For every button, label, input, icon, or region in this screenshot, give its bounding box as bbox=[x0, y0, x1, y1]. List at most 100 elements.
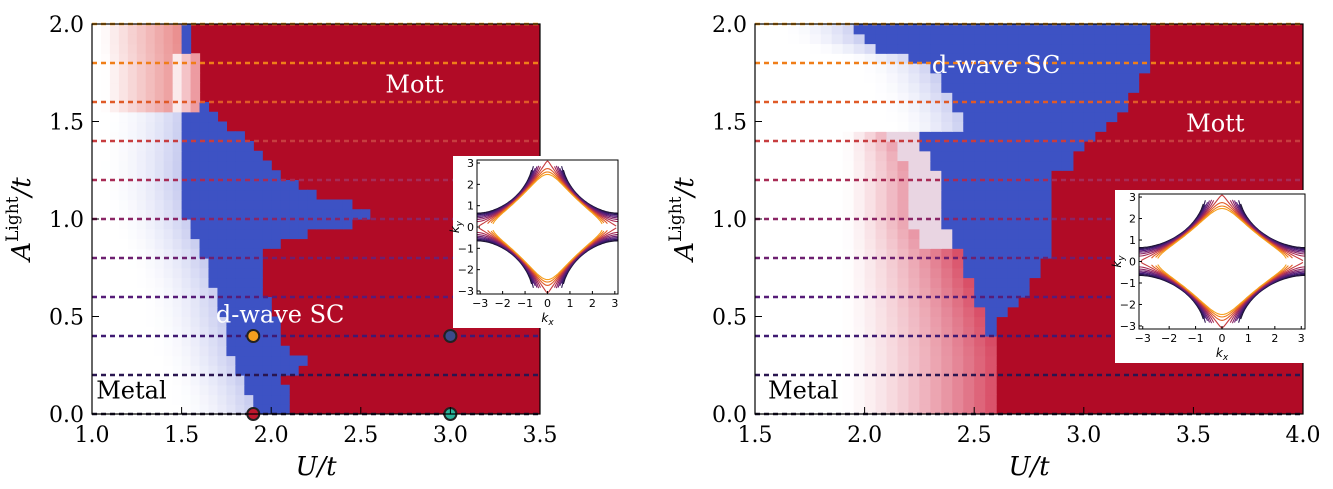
heatmap-cell bbox=[199, 394, 210, 405]
heatmap-cell bbox=[109, 180, 120, 191]
heatmap-cell bbox=[92, 141, 102, 152]
heatmap-cell bbox=[930, 258, 942, 269]
heatmap-cell bbox=[952, 102, 964, 113]
heatmap-cell bbox=[930, 33, 942, 45]
heatmap-cell bbox=[974, 355, 986, 366]
heatmap-cell bbox=[244, 277, 254, 288]
heatmap-cell bbox=[172, 384, 183, 396]
heatmap-cell bbox=[307, 209, 317, 220]
heatmap-cell bbox=[280, 219, 290, 230]
heatmap-cell bbox=[787, 258, 800, 269]
heatmap-cell bbox=[92, 306, 102, 318]
heatmap-cell bbox=[842, 121, 855, 132]
heatmap-cell bbox=[92, 92, 102, 103]
heatmap-cell bbox=[776, 72, 789, 84]
heatmap-cell bbox=[787, 189, 800, 201]
heatmap-cell bbox=[897, 141, 910, 152]
heatmap-cell bbox=[897, 33, 910, 45]
heatmap-cell bbox=[787, 365, 800, 376]
heatmap-cell bbox=[100, 102, 111, 113]
heatmap-cell bbox=[271, 336, 281, 347]
heatmap-cell bbox=[1050, 33, 1063, 45]
heatmap-cell bbox=[875, 170, 888, 181]
heatmap-cell bbox=[941, 375, 953, 386]
heatmap-cell bbox=[853, 287, 866, 298]
heatmap-cell bbox=[235, 365, 245, 376]
y-tick-label: 0.0 bbox=[712, 403, 747, 428]
heatmap-cell bbox=[226, 238, 236, 249]
heatmap-cell bbox=[809, 63, 822, 74]
heatmap-cell bbox=[109, 82, 120, 93]
heatmap-cell bbox=[172, 160, 183, 171]
heatmap-cell bbox=[952, 345, 964, 357]
heatmap-cell bbox=[941, 24, 953, 35]
heatmap-cell bbox=[985, 82, 997, 93]
heatmap-cell bbox=[154, 102, 165, 113]
heatmap-cell bbox=[875, 258, 888, 269]
heatmap-cell bbox=[226, 170, 236, 181]
heatmap-cell bbox=[765, 141, 778, 152]
heatmap-cell bbox=[765, 345, 778, 357]
heatmap-cell bbox=[109, 258, 120, 269]
heatmap-cell bbox=[181, 160, 192, 171]
heatmap-cell bbox=[765, 102, 778, 113]
inset-y-tick-label: 3 bbox=[467, 157, 474, 170]
heatmap-cell bbox=[1083, 102, 1096, 113]
heatmap-cell bbox=[886, 375, 899, 386]
heatmap-cell bbox=[154, 277, 165, 288]
heatmap-cell bbox=[952, 365, 964, 376]
heatmap-cell bbox=[154, 121, 165, 132]
heatmap-cell bbox=[262, 180, 272, 191]
heatmap-cell bbox=[145, 180, 156, 191]
heatmap-cell bbox=[1061, 92, 1074, 103]
heatmap-cell bbox=[280, 394, 290, 405]
heatmap-cell bbox=[190, 199, 201, 210]
heatmap-cell bbox=[172, 404, 183, 415]
heatmap-cell bbox=[154, 267, 165, 279]
heatmap-cell bbox=[1018, 258, 1030, 269]
heatmap-cell bbox=[145, 306, 156, 318]
heatmap-cell bbox=[809, 180, 822, 191]
heatmap-cell bbox=[199, 345, 210, 357]
heatmap-cell bbox=[853, 306, 866, 318]
heatmap-cell bbox=[199, 248, 210, 259]
heatmap-cell bbox=[208, 258, 219, 269]
heatmap-cell bbox=[853, 355, 866, 366]
heatmap-cell bbox=[809, 92, 822, 103]
heatmap-cell bbox=[798, 306, 811, 318]
heatmap-cell bbox=[172, 238, 183, 249]
heatmap-cell bbox=[875, 365, 888, 376]
heatmap-cell bbox=[208, 326, 219, 337]
heatmap-cell bbox=[776, 199, 789, 210]
heatmap-cell bbox=[864, 53, 877, 64]
heatmap-cell bbox=[963, 248, 975, 259]
heatmap-cell bbox=[324, 209, 335, 220]
heatmap-cell bbox=[244, 150, 254, 162]
heatmap-cell bbox=[908, 141, 920, 152]
heatmap-cell bbox=[109, 111, 120, 123]
heatmap-cell bbox=[864, 258, 877, 269]
heatmap-cell bbox=[985, 189, 997, 201]
heatmap-cell bbox=[172, 228, 183, 240]
heatmap-cell bbox=[853, 170, 866, 181]
heatmap-cell bbox=[853, 209, 866, 220]
heatmap-cell bbox=[963, 82, 975, 93]
heatmap-cell bbox=[235, 277, 245, 288]
heatmap-cell bbox=[127, 355, 138, 366]
heatmap-cell bbox=[109, 53, 120, 64]
heatmap-cell bbox=[755, 287, 767, 298]
heatmap-cell bbox=[199, 258, 210, 269]
inset-x-label: kx bbox=[1216, 346, 1229, 363]
inset-x-label-sub: x bbox=[547, 318, 554, 328]
heatmap-cell bbox=[280, 384, 290, 396]
inset-y-tick-label: 1 bbox=[467, 200, 474, 213]
heatmap-cell bbox=[118, 24, 129, 35]
heatmap-cell bbox=[127, 160, 138, 171]
heatmap-cell bbox=[217, 287, 227, 298]
heatmap-cell bbox=[820, 267, 833, 279]
heatmap-cell bbox=[919, 92, 931, 103]
heatmap-cell bbox=[118, 404, 129, 415]
heatmap-cell bbox=[235, 267, 245, 279]
y-label-tail: /t bbox=[670, 177, 700, 200]
heatmap-cell bbox=[755, 277, 767, 288]
